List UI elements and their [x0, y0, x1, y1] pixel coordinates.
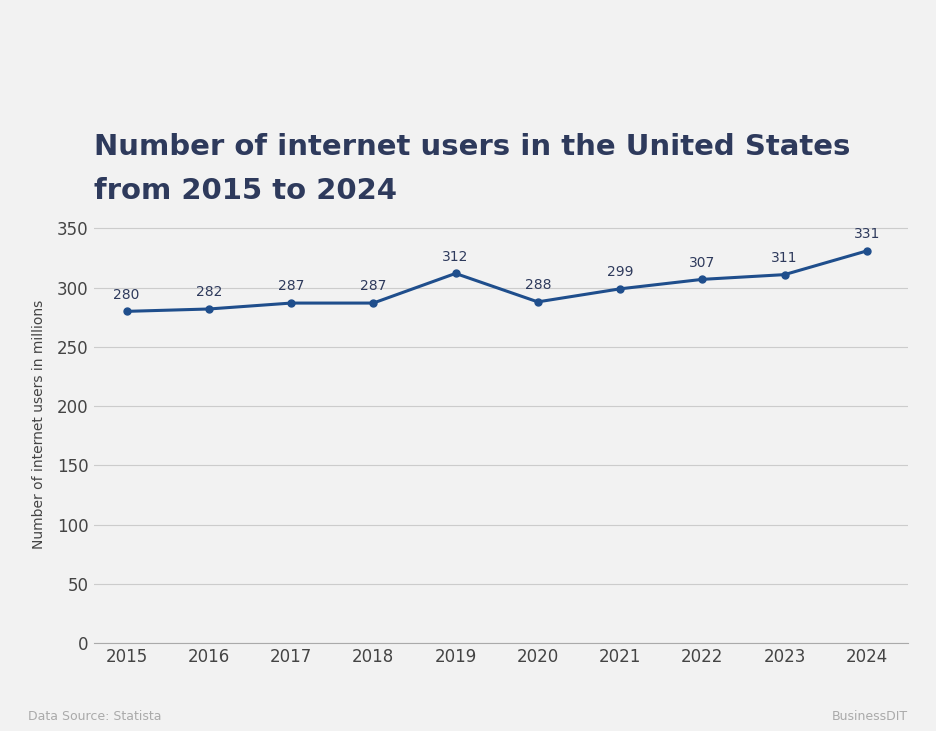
- Text: 280: 280: [113, 287, 139, 302]
- Text: from 2015 to 2024: from 2015 to 2024: [94, 177, 397, 205]
- Text: Data Source: Statista: Data Source: Statista: [28, 710, 162, 723]
- Text: 307: 307: [689, 256, 715, 270]
- Text: 287: 287: [360, 279, 387, 293]
- Y-axis label: Number of internet users in millions: Number of internet users in millions: [32, 300, 46, 548]
- Text: 311: 311: [771, 251, 797, 265]
- Text: 331: 331: [854, 227, 880, 241]
- Text: 282: 282: [196, 285, 222, 299]
- Text: 287: 287: [278, 279, 304, 293]
- Text: 288: 288: [524, 279, 551, 292]
- Text: 299: 299: [607, 265, 634, 279]
- Text: 312: 312: [443, 250, 469, 264]
- Text: Number of internet users in the United States: Number of internet users in the United S…: [94, 133, 850, 161]
- Text: BusinessDIT: BusinessDIT: [832, 710, 908, 723]
